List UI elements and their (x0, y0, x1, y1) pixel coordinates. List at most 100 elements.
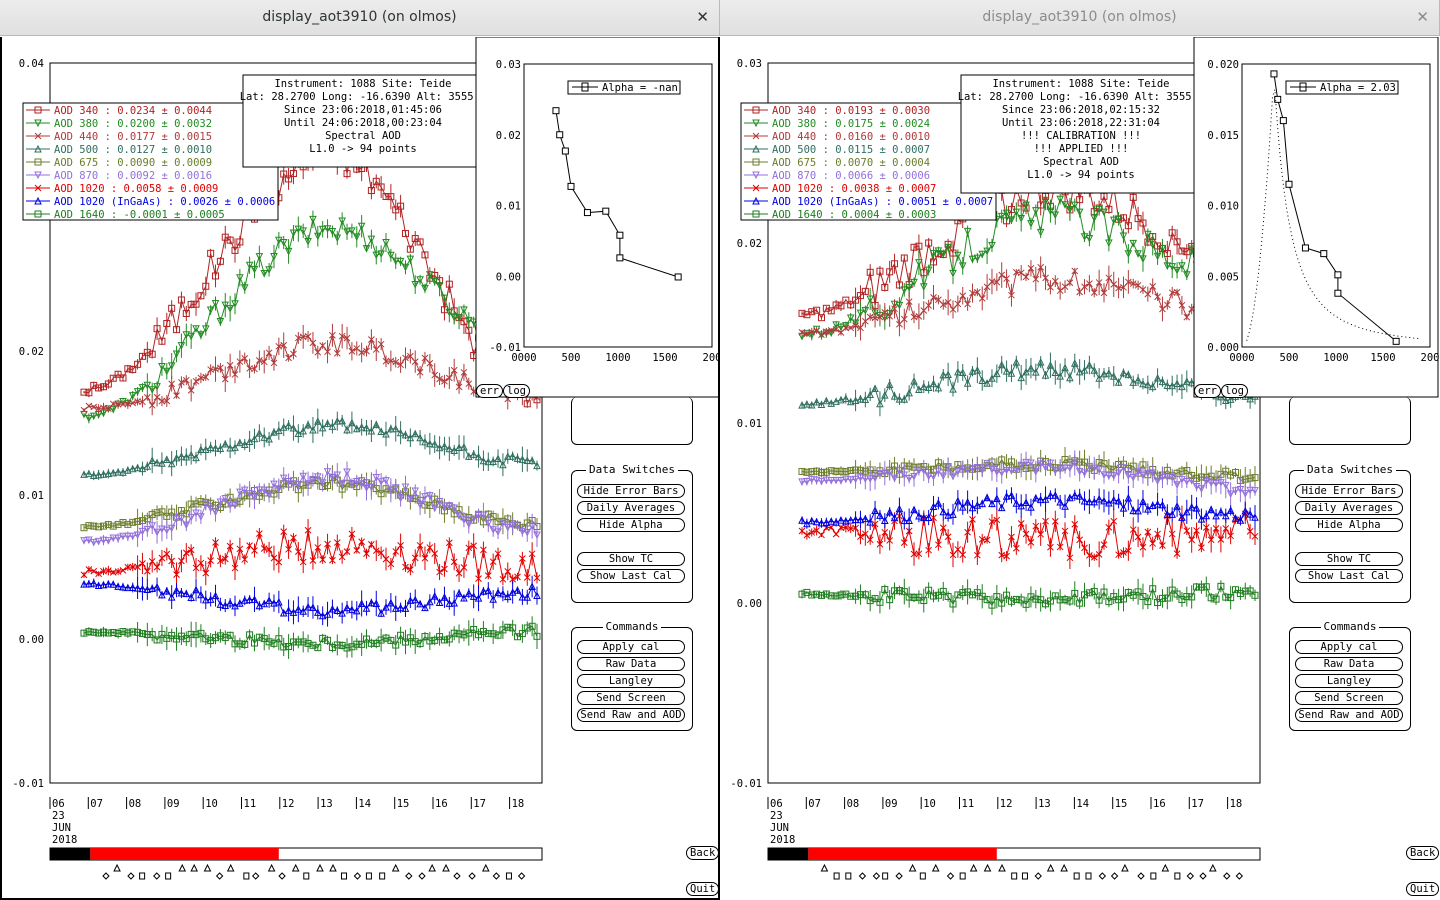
hide-error-bars-button[interactable]: Hide Error Bars (1295, 484, 1403, 498)
data-point (416, 599, 424, 608)
langley-button[interactable]: Langley (1295, 674, 1403, 688)
quit-button[interactable]: Quit (1406, 882, 1440, 896)
error-toggle-button[interactable]: err (1194, 384, 1221, 398)
data-point (402, 563, 409, 571)
data-point (324, 482, 332, 490)
send-raw-and-aod-button[interactable]: Send Raw and AOD (577, 708, 685, 722)
back-button[interactable]: Back (1406, 846, 1440, 860)
data-point (1183, 466, 1191, 474)
data-point (827, 467, 835, 475)
apply-cal-button[interactable]: Apply cal (1295, 640, 1403, 654)
data-point (798, 467, 806, 475)
data-point (401, 638, 409, 646)
data-point (958, 368, 967, 376)
data-point (1007, 491, 1016, 499)
series-line (83, 219, 538, 419)
data-point (206, 443, 215, 451)
info-line: Instrument: 1088 Site: Teide (274, 78, 451, 90)
data-point (250, 265, 259, 274)
data-point (197, 445, 205, 454)
data-point (1192, 504, 1201, 512)
data-point (270, 359, 278, 367)
daily-averages-button[interactable]: Daily Averages (577, 501, 685, 515)
data-point (533, 461, 541, 470)
inset-point (1274, 95, 1282, 103)
show-tc-button[interactable]: Show TC (1295, 552, 1403, 566)
data-point (528, 522, 536, 531)
data-point (1066, 206, 1074, 214)
data-point (226, 501, 234, 510)
data-point (138, 384, 147, 392)
data-point (523, 456, 532, 464)
send-raw-and-aod-button[interactable]: Send Raw and AOD (1295, 708, 1403, 722)
raw-data-button[interactable]: Raw Data (1295, 657, 1403, 671)
x-tick-label: 18 (1230, 798, 1243, 810)
data-point (842, 322, 850, 330)
log-toggle-button[interactable]: log (1221, 384, 1248, 398)
data-point (1047, 283, 1054, 291)
daily-averages-button[interactable]: Daily Averages (1295, 501, 1403, 515)
data-point (993, 593, 1001, 601)
data-point (905, 284, 913, 292)
data-point (109, 522, 117, 530)
data-point (1125, 547, 1132, 555)
data-point (104, 521, 112, 529)
data-point (236, 545, 244, 553)
data-point (187, 500, 195, 508)
data-point (285, 643, 293, 651)
send-screen-button[interactable]: Send Screen (1295, 691, 1403, 705)
data-point (119, 397, 127, 406)
show-last-cal-button[interactable]: Show Last Cal (1295, 569, 1403, 583)
data-point (304, 639, 312, 647)
data-point (1046, 491, 1055, 499)
data-point (1051, 491, 1060, 499)
close-icon[interactable]: ✕ (696, 8, 709, 26)
data-point (934, 591, 942, 599)
hide-alpha-button[interactable]: Hide Alpha (577, 518, 685, 532)
hide-error-bars-button[interactable]: Hide Error Bars (577, 484, 685, 498)
data-point (338, 217, 346, 226)
data-point (856, 394, 865, 403)
back-button[interactable]: Back (686, 846, 720, 860)
data-point (367, 235, 376, 244)
show-last-cal-button[interactable]: Show Last Cal (577, 569, 685, 583)
data-point (187, 332, 195, 341)
hide-alpha-button[interactable]: Hide Alpha (1295, 518, 1403, 532)
data-point (1154, 530, 1161, 538)
data-point (1153, 252, 1162, 261)
data-point (313, 417, 322, 425)
data-point (114, 370, 122, 378)
data-point (1114, 215, 1123, 224)
data-point (217, 364, 224, 372)
data-point (440, 593, 449, 601)
data-point (445, 539, 453, 547)
data-point (1017, 373, 1026, 382)
window-titlebar[interactable]: display_aot3910 (on olmos) ✕ (0, 0, 720, 36)
data-point (450, 313, 459, 322)
data-point (94, 537, 103, 546)
data-point (250, 494, 259, 502)
close-icon[interactable]: ✕ (1416, 8, 1429, 26)
y-tick-label: 0.02 (737, 238, 762, 250)
data-point (1187, 245, 1196, 254)
data-point (949, 269, 957, 278)
data-point (1144, 469, 1152, 478)
data-point (167, 362, 176, 371)
error-toggle-button[interactable]: err (476, 384, 503, 398)
window-titlebar[interactable]: display_aot3910 (on olmos) ✕ (720, 0, 1440, 36)
timeline-marker (243, 872, 250, 880)
log-toggle-button[interactable]: log (503, 384, 530, 398)
data-point (436, 568, 443, 576)
send-screen-button[interactable]: Send Screen (577, 691, 685, 705)
raw-data-button[interactable]: Raw Data (577, 657, 685, 671)
data-point (363, 635, 371, 643)
data-point (803, 399, 811, 408)
data-point (138, 352, 146, 360)
show-tc-button[interactable]: Show TC (577, 552, 685, 566)
quit-button[interactable]: Quit (686, 882, 720, 896)
data-point (445, 308, 454, 317)
data-point (114, 520, 122, 528)
data-point (255, 633, 263, 641)
langley-button[interactable]: Langley (577, 674, 685, 688)
apply-cal-button[interactable]: Apply cal (577, 640, 685, 654)
